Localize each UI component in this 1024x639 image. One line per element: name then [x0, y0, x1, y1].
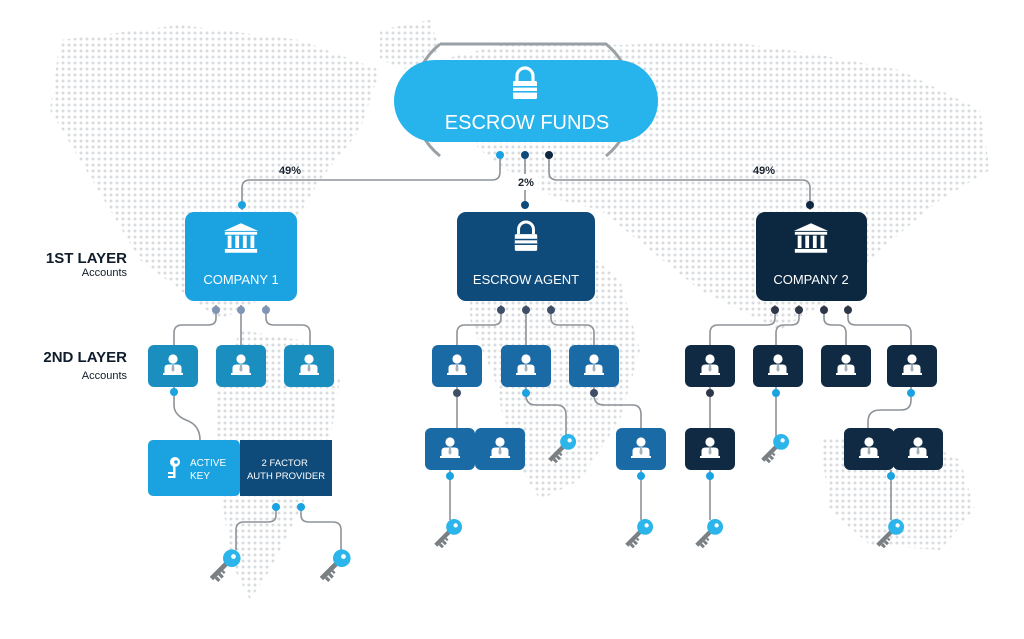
account-box	[616, 428, 666, 470]
company1-accounts	[148, 345, 334, 387]
second-layer-sub: Accounts	[82, 370, 128, 382]
split-left-label: 49%	[279, 165, 301, 177]
account-box	[475, 428, 525, 470]
account-box	[501, 345, 551, 387]
account-box	[569, 345, 619, 387]
first-layer-sub: Accounts	[82, 267, 128, 279]
account-box	[284, 345, 334, 387]
account-box	[887, 345, 937, 387]
split-middle-label: 2%	[518, 177, 534, 189]
escrow-funds-label: ESCROW FUNDS	[445, 112, 609, 134]
escrow-agent-label: ESCROW AGENT	[473, 272, 579, 287]
agent-accounts	[432, 345, 619, 387]
company1-label: COMPANY 1	[203, 272, 278, 287]
account-box	[216, 345, 266, 387]
company2-label: COMPANY 2	[773, 272, 848, 287]
active-key-label: ACTIVE KEY	[190, 458, 229, 482]
escrow-funds-node: ESCROW FUNDS	[394, 60, 658, 142]
first-layer-title: 1ST LAYER	[46, 250, 127, 267]
key-icon	[315, 545, 355, 585]
key-icon	[757, 430, 793, 466]
split-right-label: 49%	[753, 165, 775, 177]
second-layer-title: 2ND LAYER	[43, 349, 127, 366]
company2-sub-accounts	[685, 428, 943, 470]
key-icon	[691, 515, 727, 551]
key-icon	[621, 515, 657, 551]
company1-node: COMPANY 1	[185, 212, 297, 301]
key-icon	[168, 457, 180, 478]
escrow-agent-node: ESCROW AGENT	[457, 212, 595, 301]
account-box	[148, 345, 198, 387]
auth-provider-label: 2 FACTOR AUTH PROVIDER	[247, 458, 325, 482]
account-box	[893, 428, 943, 470]
account-box	[685, 428, 735, 470]
account-box	[821, 345, 871, 387]
auth-box: ACTIVE KEY 2 FACTOR AUTH PROVIDER	[148, 440, 332, 496]
key-icon	[430, 515, 466, 551]
account-box	[432, 345, 482, 387]
connector-dots	[170, 151, 915, 511]
company2-node: COMPANY 2	[756, 212, 867, 301]
account-box	[844, 428, 894, 470]
account-box	[753, 345, 803, 387]
account-box	[685, 345, 735, 387]
company2-accounts	[685, 345, 937, 387]
account-box	[425, 428, 475, 470]
agent-sub-accounts	[425, 428, 666, 470]
